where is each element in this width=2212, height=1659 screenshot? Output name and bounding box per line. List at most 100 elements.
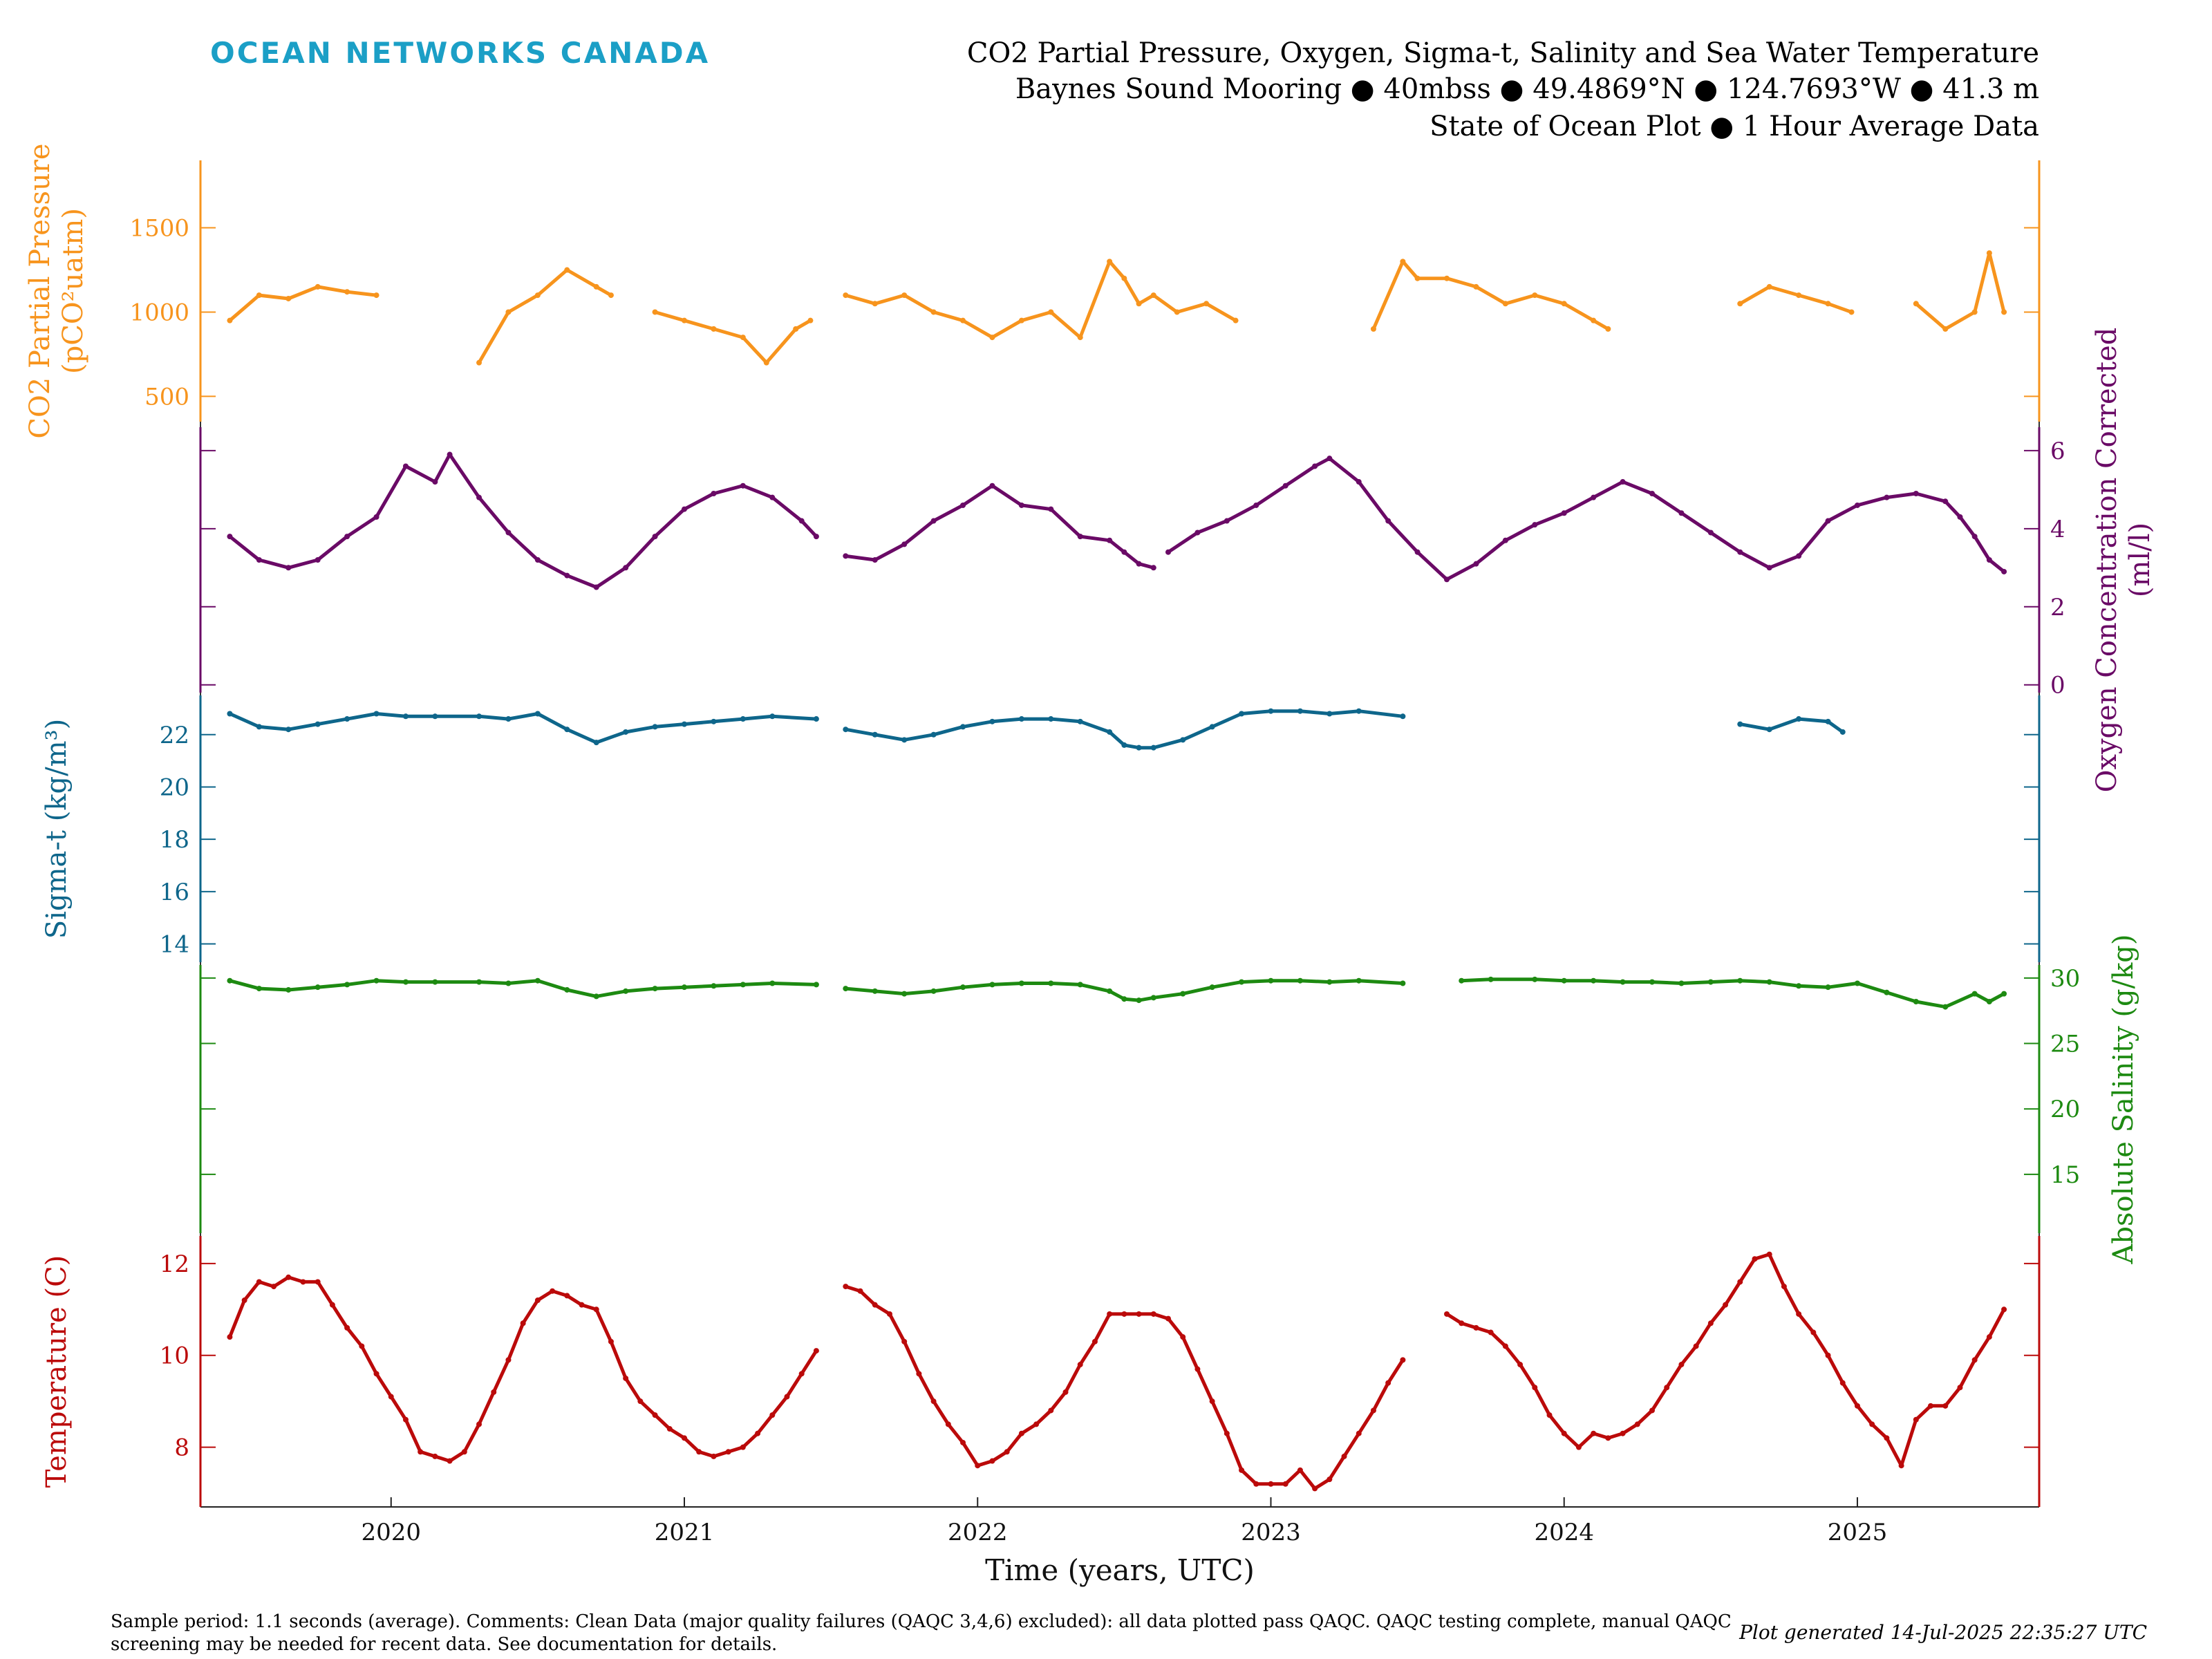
data-point (1957, 1385, 1963, 1391)
data-point (1546, 1412, 1553, 1418)
data-point (1649, 979, 1655, 985)
brand-logo-text: OCEAN NETWORKS CANADA (210, 36, 711, 70)
data-point (1707, 529, 1714, 536)
series-line-3 (229, 709, 1844, 750)
data-point (1121, 1311, 1127, 1317)
y-tick-label: 20 (160, 774, 189, 801)
data-point (447, 1458, 453, 1464)
data-point (344, 289, 350, 295)
data-point (593, 740, 599, 746)
data-point (652, 1412, 658, 1418)
data-point (1693, 1343, 1699, 1349)
data-point (608, 292, 614, 299)
data-point (1121, 996, 1127, 1002)
data-point (798, 1371, 805, 1377)
data-point (564, 267, 570, 273)
data-point (344, 534, 350, 540)
data-point (1268, 977, 1274, 984)
data-point (1737, 977, 1743, 984)
data-point (1605, 326, 1611, 332)
data-point (1854, 502, 1860, 508)
data-point (1370, 1407, 1376, 1414)
data-point (1356, 479, 1362, 485)
data-point (1018, 317, 1024, 324)
data-point (1884, 989, 1890, 995)
data-point (227, 977, 233, 984)
y-tick-label: 25 (2050, 1031, 2080, 1058)
data-point (373, 711, 379, 717)
data-point (637, 1398, 644, 1405)
data-point (1986, 998, 1992, 1004)
data-point (813, 716, 819, 722)
data-point (1707, 979, 1714, 985)
data-point (843, 292, 849, 299)
data-point (1341, 1453, 1347, 1459)
data-point (1488, 1329, 1494, 1335)
data-point (315, 984, 321, 991)
x-axis-label: Time (years, UTC) (985, 1553, 1255, 1587)
data-point (1385, 518, 1391, 524)
data-point (1239, 711, 1245, 717)
data-point (1121, 742, 1127, 748)
data-point (1620, 1430, 1626, 1436)
data-point (300, 1279, 306, 1285)
data-point (652, 309, 658, 315)
data-point (975, 1463, 981, 1469)
data-point (1282, 482, 1288, 489)
data-point (1444, 275, 1450, 281)
data-point (872, 301, 878, 307)
data-point (418, 1449, 424, 1455)
data-point (1796, 1311, 1802, 1317)
data-point (1913, 998, 1919, 1004)
data-point (1971, 534, 1978, 540)
generated-timestamp: Plot generated 14-Jul-2025 22:35:27 UTC (1739, 1621, 2147, 1644)
data-point (1107, 537, 1113, 543)
data-point (1942, 1403, 1949, 1409)
data-point (1048, 506, 1054, 512)
data-point (652, 534, 658, 540)
data-point (315, 557, 321, 563)
data-point (740, 1444, 746, 1450)
data-point (1913, 491, 1919, 496)
data-point (1796, 983, 1802, 989)
data-point (505, 716, 512, 722)
data-point (1297, 977, 1303, 984)
data-point (388, 1394, 394, 1400)
data-point (476, 979, 482, 985)
data-point (1121, 549, 1127, 555)
data-point (1224, 518, 1230, 524)
data-point (1180, 1334, 1186, 1340)
data-point (857, 1288, 863, 1294)
data-point (1327, 979, 1333, 985)
data-point (1634, 1421, 1640, 1427)
data-point (1121, 275, 1127, 281)
data-point (1107, 729, 1113, 735)
data-point (1620, 479, 1626, 485)
data-point (1136, 1311, 1142, 1317)
data-point (256, 557, 262, 563)
data-point (989, 1458, 995, 1464)
data-point (696, 1449, 702, 1455)
data-point (564, 1293, 570, 1299)
data-point (1062, 1389, 1069, 1395)
data-point (359, 1343, 365, 1349)
data-point (872, 557, 878, 563)
footnote: Sample period: 1.1 seconds (average). Co… (111, 1611, 1732, 1655)
y-axis-label-1: CO2 Partial Pressure (24, 143, 56, 438)
data-point (1561, 1430, 1567, 1436)
data-point (432, 713, 438, 720)
data-point (740, 335, 746, 341)
data-point (227, 711, 233, 717)
x-tick-label: 2021 (655, 1519, 715, 1546)
data-point (520, 1320, 526, 1327)
data-point (740, 982, 746, 988)
data-point (2001, 1306, 2007, 1313)
data-point (1825, 301, 1831, 307)
data-point (960, 984, 966, 991)
data-point (315, 721, 321, 727)
x-tick-label: 2024 (1534, 1519, 1594, 1546)
data-point (682, 984, 687, 991)
data-point (402, 979, 409, 985)
data-point (315, 283, 321, 290)
